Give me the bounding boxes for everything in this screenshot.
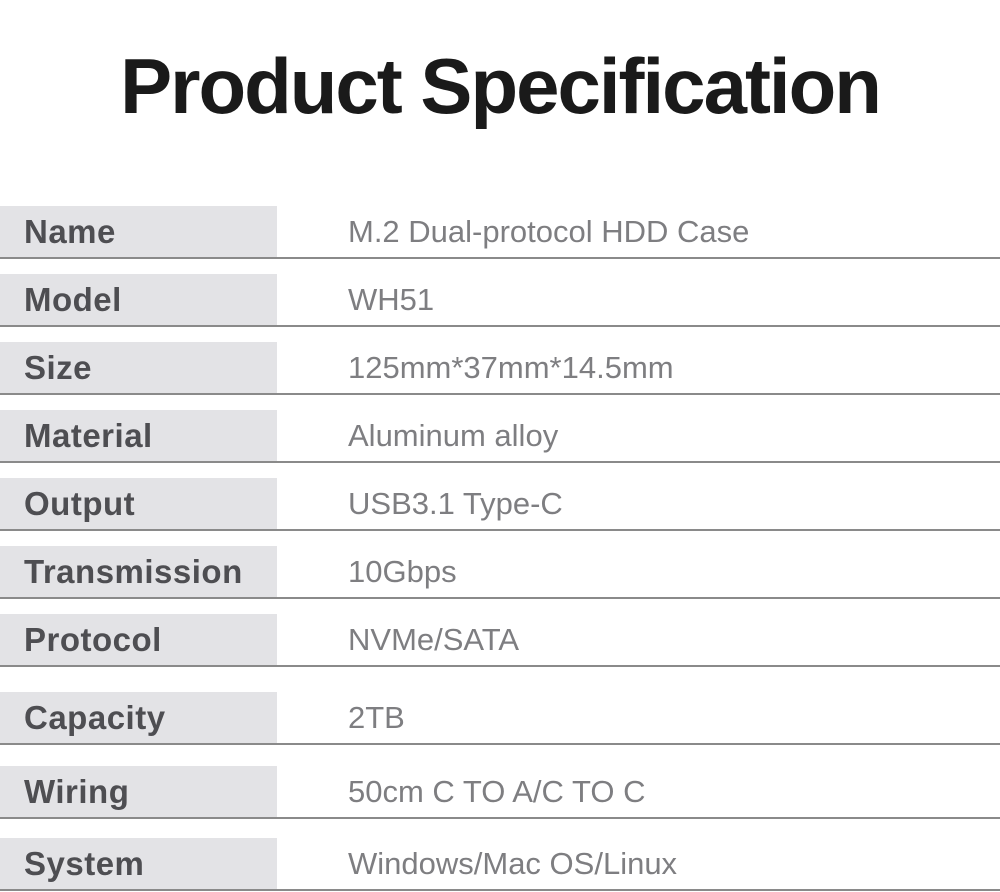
spec-value: Aluminum alloy <box>348 417 559 453</box>
spec-row: System Windows/Mac OS/Linux <box>0 838 1000 891</box>
spec-row: Capacity 2TB <box>0 692 1000 745</box>
spec-label: Wiring <box>0 766 277 817</box>
spec-label: Name <box>0 206 277 257</box>
spec-value: WH51 <box>348 281 435 317</box>
spec-value: USB3.1 Type-C <box>348 485 563 521</box>
spec-row: Protocol NVMe/SATA <box>0 614 1000 667</box>
spec-label: Protocol <box>0 614 277 665</box>
spec-value: 10Gbps <box>348 553 457 589</box>
spec-label: System <box>0 838 277 889</box>
spec-label: Material <box>0 410 277 461</box>
spec-value: 125mm*37mm*14.5mm <box>348 349 674 385</box>
spec-value: Windows/Mac OS/Linux <box>348 845 678 881</box>
spec-label: Model <box>0 274 277 325</box>
spec-row: Transmission 10Gbps <box>0 546 1000 599</box>
spec-label: Capacity <box>0 692 277 743</box>
spec-value: M.2 Dual-protocol HDD Case <box>348 213 750 249</box>
spec-label: Output <box>0 478 277 529</box>
spec-table: Name M.2 Dual-protocol HDD Case Model WH51 S… <box>0 206 1000 891</box>
spec-label: Transmission <box>0 546 277 597</box>
spec-label: Size <box>0 342 277 393</box>
spec-value: 2TB <box>348 699 405 735</box>
spec-row: Name M.2 Dual-protocol HDD Case <box>0 206 1000 259</box>
spec-value: 50cm C TO A/C TO C <box>348 773 646 809</box>
spec-row: Wiring 50cm C TO A/C TO C <box>0 766 1000 819</box>
spec-row: Size 125mm*37mm*14.5mm <box>0 342 1000 395</box>
spec-value: NVMe/SATA <box>348 621 520 657</box>
spec-row: Material Aluminum alloy <box>0 410 1000 463</box>
spec-row: Model WH51 <box>0 274 1000 327</box>
page-title: Product Specification <box>120 42 882 131</box>
spec-row: Output USB3.1 Type-C <box>0 478 1000 531</box>
